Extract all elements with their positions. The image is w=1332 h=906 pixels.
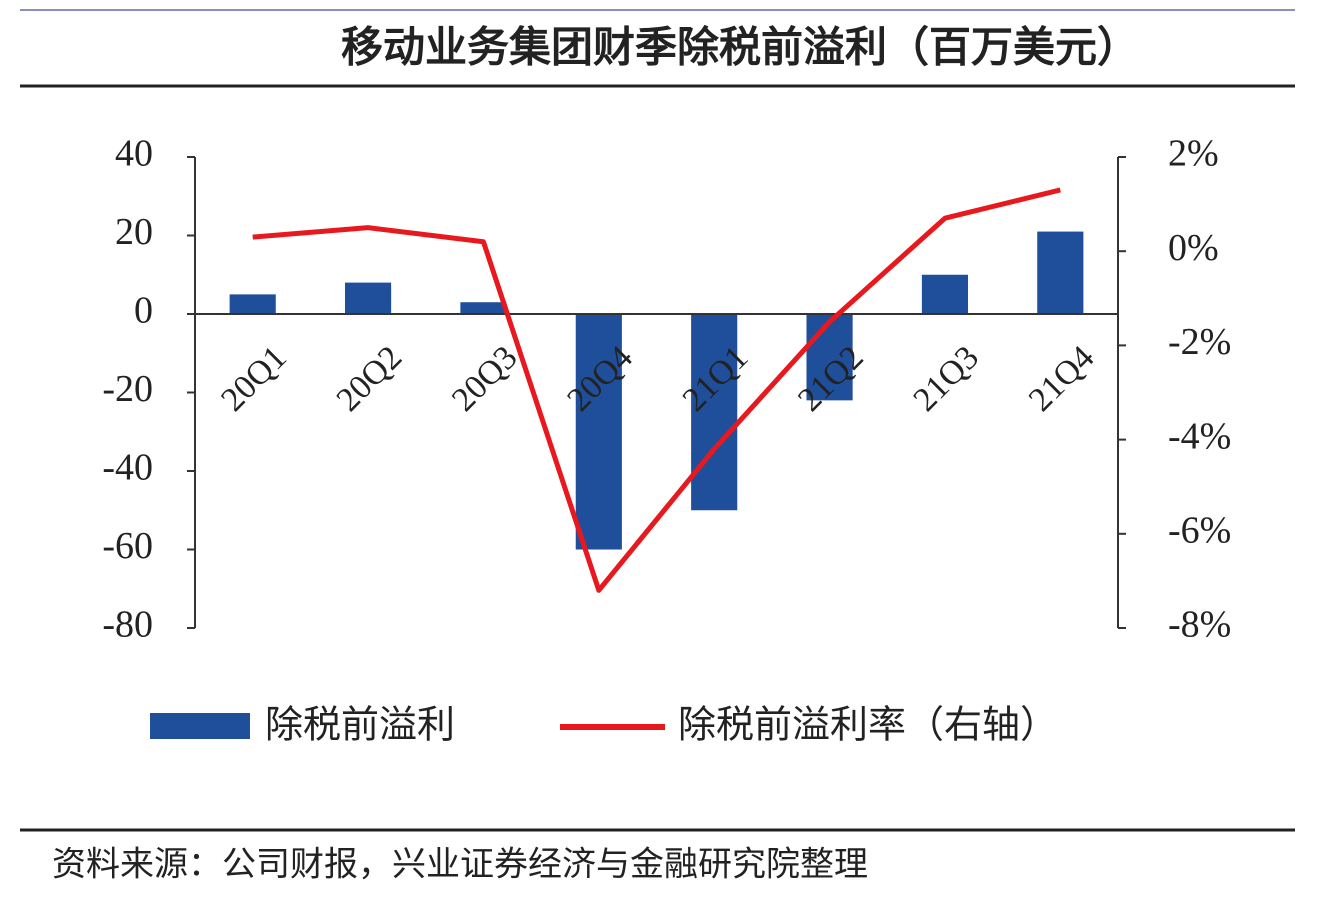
x-tick-label: 20Q3 — [445, 339, 525, 419]
bar — [691, 314, 738, 511]
y-tick-label: -40 — [102, 447, 153, 489]
bar — [921, 274, 969, 314]
x-tick-label: 21Q3 — [907, 339, 987, 419]
x-tick-label: 21Q4 — [1022, 339, 1102, 419]
chart-title: 移动业务集团财季除税前溢利（百万美元） — [341, 23, 1139, 72]
bar — [806, 314, 853, 401]
legend-label: 除税前溢利 — [265, 703, 455, 747]
y-tick-label: -80 — [102, 604, 153, 646]
y-tick-label: 40 — [115, 133, 153, 175]
y-tick-label: 20 — [115, 211, 153, 253]
bar — [229, 294, 276, 314]
y2-tick-label: 0% — [1168, 227, 1219, 269]
x-tick-label: 20Q1 — [214, 339, 294, 419]
bar — [344, 282, 392, 314]
y2-tick-label: -2% — [1168, 321, 1231, 363]
y2-tick-label: -4% — [1168, 415, 1231, 457]
bar — [1037, 231, 1084, 314]
x-tick-label: 20Q2 — [330, 339, 410, 419]
y2-tick-label: -8% — [1168, 604, 1231, 646]
y-tick-label: -20 — [102, 368, 153, 410]
y-tick-label: 0 — [134, 290, 153, 332]
y2-tick-label: -6% — [1168, 510, 1231, 552]
y-tick-label: -60 — [102, 525, 153, 567]
bar — [460, 302, 507, 314]
line — [252, 187, 1061, 593]
legend-label: 除税前溢利率（右轴） — [678, 703, 1058, 747]
source: 资料来源：公司财报，兴业证券经济与金融研究院整理 — [52, 845, 868, 885]
bar — [575, 314, 622, 550]
y2-tick-label: 2% — [1168, 133, 1219, 175]
legend-swatch — [150, 713, 250, 739]
